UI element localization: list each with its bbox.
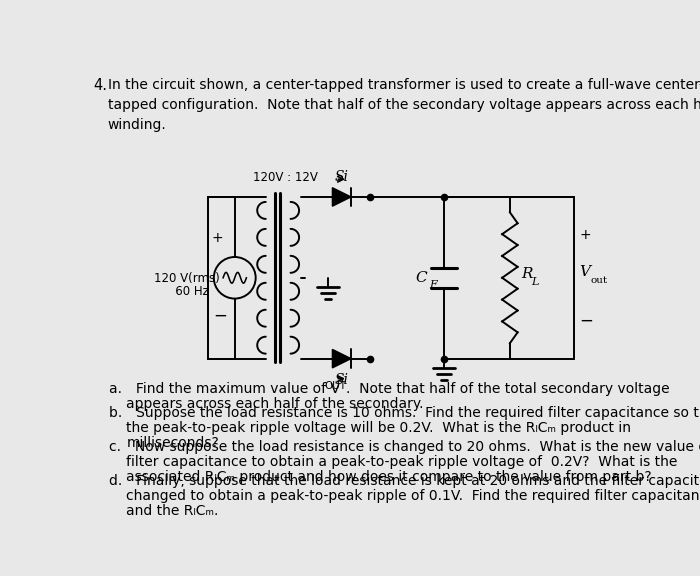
Text: L: L — [531, 276, 539, 287]
Text: F: F — [429, 281, 437, 290]
Text: and the RₗCₘ.: and the RₗCₘ. — [126, 504, 218, 518]
Text: C: C — [415, 271, 427, 285]
Text: associated RₗCₘ product and how does it compare to the value from part b?: associated RₗCₘ product and how does it … — [126, 470, 652, 484]
Text: b. Suppose the load resistance is 10 ohms.  Find the required filter capacitance: b. Suppose the load resistance is 10 ohm… — [109, 407, 700, 420]
Text: milliseconds?: milliseconds? — [126, 437, 219, 450]
Text: 4.: 4. — [93, 78, 107, 93]
Text: 60 Hz: 60 Hz — [164, 286, 209, 298]
Text: In the circuit shown, a center-tapped transformer is used to create a full-wave : In the circuit shown, a center-tapped tr… — [108, 78, 700, 92]
Text: c. Now suppose the load resistance is changed to 20 ohms.  What is the new value: c. Now suppose the load resistance is ch… — [109, 440, 700, 454]
Text: a. Find the maximum value of V: a. Find the maximum value of V — [109, 382, 340, 396]
Text: out: out — [591, 275, 608, 285]
Text: −: − — [213, 306, 227, 324]
Text: −: − — [580, 311, 594, 329]
Text: filter capacitance to obtain a peak-to-peak ripple voltage of  0.2V?  What is th: filter capacitance to obtain a peak-to-p… — [126, 455, 678, 469]
Text: d. Finally, suppose that the load resistance is kept at 20 ohms and the filter c: d. Finally, suppose that the load resist… — [109, 474, 700, 488]
Text: V: V — [580, 266, 591, 279]
Text: 120 V(rms): 120 V(rms) — [154, 272, 220, 285]
Text: Si: Si — [335, 373, 349, 386]
Text: Si: Si — [335, 170, 349, 184]
Text: +: + — [211, 230, 223, 245]
Text: +: + — [580, 229, 592, 242]
Text: .  Note that half of the total secondary voltage: . Note that half of the total secondary … — [346, 382, 670, 396]
Text: tapped configuration.  Note that half of the secondary voltage appears across ea: tapped configuration. Note that half of … — [108, 97, 700, 112]
Text: 120V : 12V: 120V : 12V — [253, 171, 318, 184]
Text: OUT: OUT — [325, 381, 346, 391]
Text: winding.: winding. — [108, 118, 167, 132]
Text: appears across each half of the secondary.: appears across each half of the secondar… — [126, 397, 424, 411]
Polygon shape — [332, 188, 351, 206]
Text: changed to obtain a peak-to-peak ripple of 0.1V.  Find the required filter capac: changed to obtain a peak-to-peak ripple … — [126, 489, 700, 503]
Polygon shape — [332, 350, 351, 368]
Text: the peak-to-peak ripple voltage will be 0.2V.  What is the RₗCₘ product in: the peak-to-peak ripple voltage will be … — [126, 422, 631, 435]
Text: R: R — [522, 267, 533, 281]
